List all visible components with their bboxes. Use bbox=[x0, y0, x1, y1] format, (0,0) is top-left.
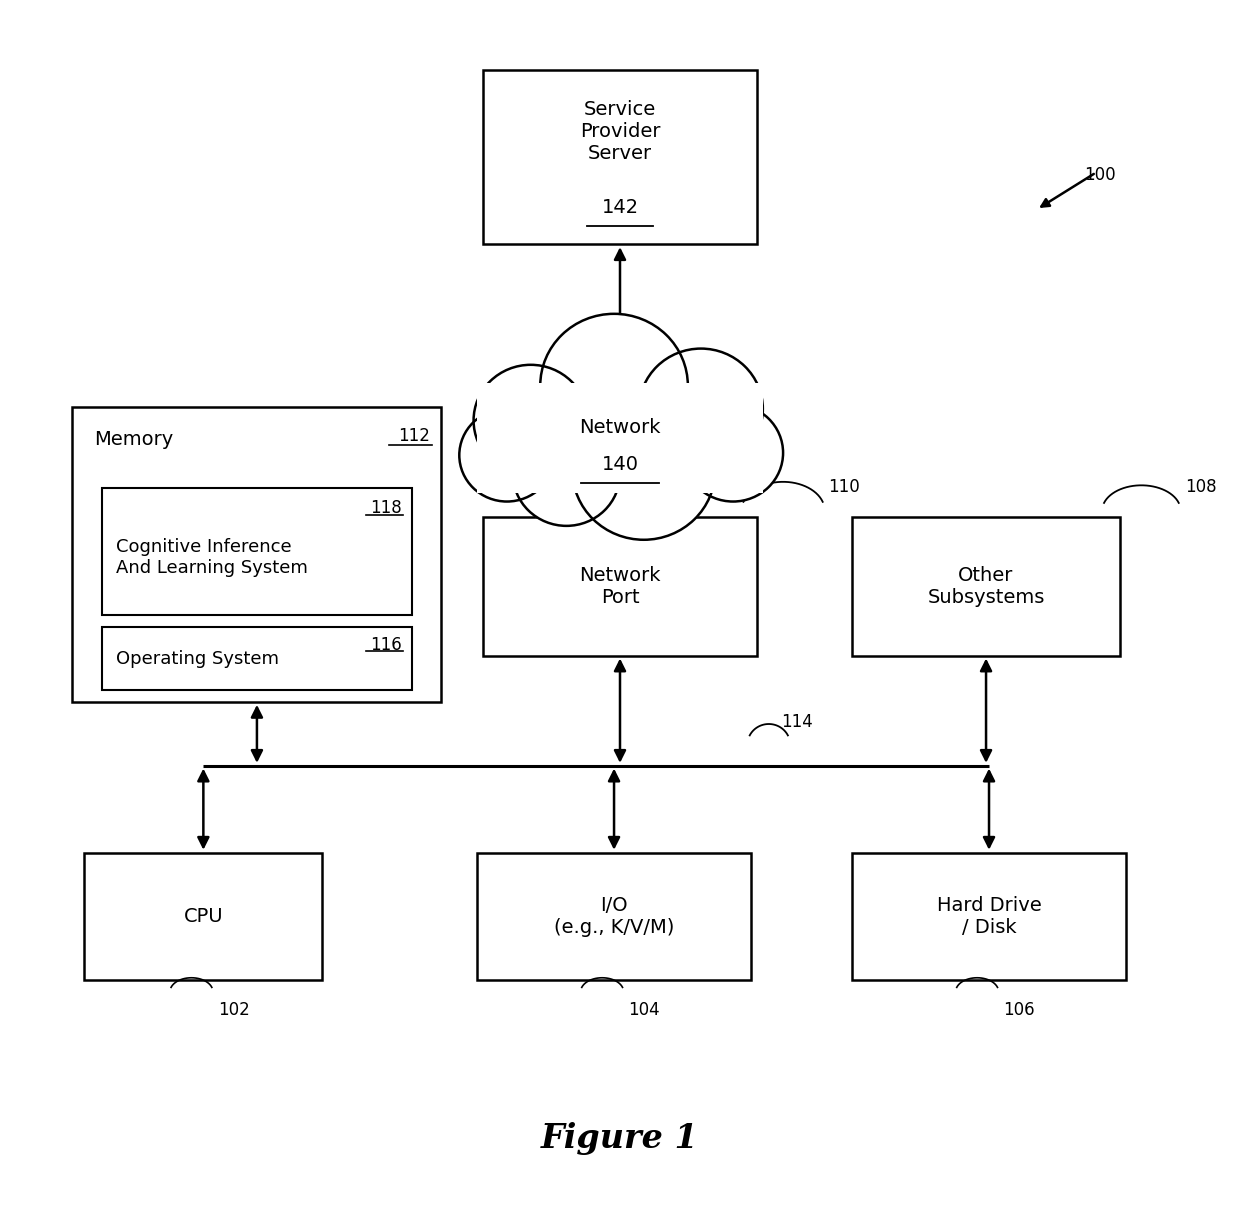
Text: 100: 100 bbox=[1084, 165, 1116, 183]
FancyBboxPatch shape bbox=[484, 517, 756, 655]
Text: Operating System: Operating System bbox=[117, 649, 279, 667]
Text: 142: 142 bbox=[601, 198, 639, 217]
Text: 102: 102 bbox=[218, 1001, 249, 1019]
Circle shape bbox=[639, 349, 763, 470]
FancyBboxPatch shape bbox=[102, 488, 412, 616]
Text: I/O
(e.g., K/V/M): I/O (e.g., K/V/M) bbox=[554, 896, 675, 937]
Text: 110: 110 bbox=[828, 478, 861, 496]
Text: Other
Subsystems: Other Subsystems bbox=[928, 566, 1045, 607]
Circle shape bbox=[459, 409, 554, 502]
Text: 104: 104 bbox=[629, 1001, 660, 1019]
FancyBboxPatch shape bbox=[852, 517, 1120, 655]
FancyBboxPatch shape bbox=[477, 384, 763, 494]
Text: Cognitive Inference
And Learning System: Cognitive Inference And Learning System bbox=[117, 538, 309, 577]
Text: Service
Provider
Server: Service Provider Server bbox=[580, 100, 660, 163]
FancyBboxPatch shape bbox=[852, 852, 1126, 980]
Text: 140: 140 bbox=[601, 455, 639, 474]
Text: 114: 114 bbox=[781, 713, 812, 731]
Circle shape bbox=[573, 401, 715, 540]
Text: 108: 108 bbox=[1185, 478, 1218, 496]
FancyBboxPatch shape bbox=[484, 70, 756, 244]
Text: Network: Network bbox=[579, 418, 661, 437]
Text: 106: 106 bbox=[1003, 1001, 1035, 1019]
Text: Hard Drive
/ Disk: Hard Drive / Disk bbox=[936, 896, 1042, 937]
Text: Memory: Memory bbox=[94, 430, 174, 449]
Circle shape bbox=[513, 421, 620, 526]
Text: 112: 112 bbox=[398, 427, 429, 445]
Text: 116: 116 bbox=[371, 636, 402, 654]
FancyBboxPatch shape bbox=[102, 626, 412, 690]
FancyBboxPatch shape bbox=[84, 852, 322, 980]
FancyBboxPatch shape bbox=[477, 852, 751, 980]
Circle shape bbox=[541, 314, 688, 457]
Text: CPU: CPU bbox=[184, 906, 223, 926]
Text: 118: 118 bbox=[371, 500, 402, 518]
FancyBboxPatch shape bbox=[72, 407, 441, 702]
Text: Network
Port: Network Port bbox=[579, 566, 661, 607]
Text: Figure 1: Figure 1 bbox=[541, 1123, 699, 1155]
Circle shape bbox=[474, 365, 588, 476]
Circle shape bbox=[683, 404, 784, 502]
